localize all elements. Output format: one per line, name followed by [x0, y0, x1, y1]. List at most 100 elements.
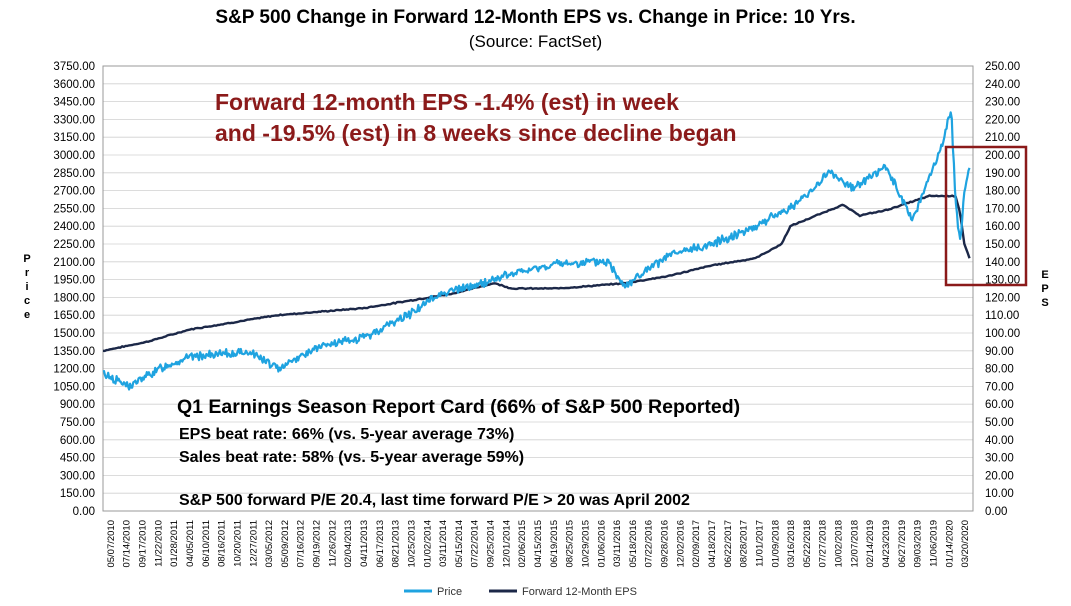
y2-tick-label: 120.00 — [985, 292, 1020, 304]
x-tick-label: 02/06/2015 — [517, 520, 528, 568]
sales-beat-rate: Sales beat rate: 58% (vs. 5-year average… — [179, 449, 524, 466]
x-tick-label: 09/19/2012 — [312, 520, 323, 568]
x-axis: 05/07/2010 07/14/2010 09/17/2010 11/22/2010… — [106, 520, 971, 568]
y2-tick-label: 100.00 — [985, 328, 1020, 340]
axis-label-char: P — [23, 253, 30, 265]
x-tick-label: 04/23/2019 — [881, 520, 892, 568]
y2-tick-label: 40.00 — [985, 435, 1014, 447]
x-tick-label: 01/28/2011 — [169, 520, 180, 567]
axis-label-char: r — [25, 267, 30, 279]
axis-label-char: c — [24, 295, 30, 307]
y-tick-label: 750.00 — [60, 417, 95, 429]
x-tick-label: 06/22/2017 — [723, 520, 734, 568]
x-tick-label: 07/14/2010 — [122, 520, 133, 568]
y-tick-label: 450.00 — [60, 453, 95, 465]
x-tick-label: 01/09/2018 — [770, 520, 781, 568]
y2-tick-label: 190.00 — [985, 168, 1020, 180]
y-tick-label: 2250.00 — [53, 239, 95, 251]
x-tick-label: 08/25/2015 — [565, 520, 576, 568]
y2-axis-label: EPS — [1041, 269, 1048, 309]
y2-tick-label: 140.00 — [985, 257, 1020, 269]
y2-tick-label: 30.00 — [985, 453, 1014, 465]
x-tick-label: 12/01/2014 — [501, 520, 512, 568]
x-tick-label: 04/11/2013 — [359, 520, 370, 567]
x-tick-label: 05/07/2010 — [106, 520, 117, 568]
x-tick-label: 04/05/2011 — [185, 520, 196, 567]
y2-tick-label: 220.00 — [985, 114, 1020, 126]
axis-label-char: S — [1041, 297, 1048, 309]
legend-price-label: Price — [437, 586, 462, 598]
x-tick-label: 07/27/2018 — [818, 520, 829, 568]
axis-label-char: P — [1041, 283, 1048, 295]
y-tick-label: 3300.00 — [53, 114, 95, 126]
forward-pe-note: S&P 500 forward P/E 20.4, last time forw… — [179, 492, 690, 509]
y-tick-label: 3750.00 — [53, 61, 95, 73]
y2-tick-label: 60.00 — [985, 399, 1014, 411]
plot-border — [102, 65, 974, 512]
x-tick-label: 05/18/2016 — [628, 520, 639, 568]
x-tick-label: 01/06/2016 — [596, 520, 607, 568]
x-tick-label: 05/09/2012 — [280, 520, 291, 568]
chart-subtitle: (Source: FactSet) — [468, 32, 603, 51]
x-tick-label: 07/22/2014 — [470, 520, 481, 568]
y-tick-label: 1200.00 — [53, 364, 95, 376]
y2-tick-label: 150.00 — [985, 239, 1020, 251]
x-tick-label: 09/28/2016 — [660, 520, 671, 568]
y-tick-label: 2100.00 — [53, 257, 95, 269]
y-axis-label: Price — [23, 253, 30, 321]
x-tick-label: 10/29/2015 — [580, 520, 591, 568]
y-tick-label: 1650.00 — [53, 310, 95, 322]
axis-label-char: e — [24, 309, 30, 321]
y-tick-label: 1950.00 — [53, 275, 95, 287]
y-tick-label: 900.00 — [60, 399, 95, 411]
x-tick-label: 11/22/2010 — [153, 520, 164, 567]
y2-tick-label: 240.00 — [985, 79, 1020, 91]
y2-tick-label: 20.00 — [985, 470, 1014, 482]
axis-label-char: i — [25, 281, 28, 293]
y2-tick-label: 110.00 — [985, 310, 1019, 322]
y-tick-label: 150.00 — [60, 488, 95, 500]
x-tick-label: 06/10/2011 — [201, 520, 212, 567]
y-tick-label: 1350.00 — [53, 346, 95, 358]
y2-tick-label: 70.00 — [985, 381, 1014, 393]
legend-eps-label: Forward 12-Month EPS — [522, 586, 637, 598]
y2-tick-label: 80.00 — [985, 364, 1014, 376]
x-tick-label: 09/03/2019 — [913, 520, 924, 568]
x-tick-label: 11/06/2019 — [928, 520, 939, 567]
x-tick-label: 06/19/2015 — [549, 520, 560, 568]
y2-tick-label: 170.00 — [985, 203, 1020, 215]
y-axis-right: 0.00 10.00 20.00 30.00 40.00 50.00 60.00 70.00 8… — [985, 61, 1020, 518]
x-tick-label: 04/18/2017 — [707, 520, 718, 568]
y2-tick-label: 210.00 — [985, 132, 1020, 144]
highlight-box — [944, 145, 1028, 287]
annotation-line-1: Forward 12-month EPS -1.4% (est) in week — [215, 89, 679, 115]
x-tick-label: 11/26/2012 — [327, 520, 338, 567]
x-tick-label: 06/27/2019 — [897, 520, 908, 568]
y-tick-label: 3150.00 — [53, 132, 95, 144]
x-tick-label: 03/05/2012 — [264, 520, 275, 568]
x-tick-label: 06/17/2013 — [375, 520, 386, 568]
x-tick-label: 01/02/2014 — [422, 520, 433, 568]
x-tick-label: 09/25/2014 — [486, 520, 497, 568]
y2-tick-label: 200.00 — [985, 150, 1020, 162]
x-tick-label: 05/15/2014 — [454, 520, 465, 568]
y-tick-label: 300.00 — [60, 470, 95, 482]
eps-beat-rate: EPS beat rate: 66% (vs. 5-year average 7… — [179, 426, 514, 443]
x-tick-label: 10/20/2011 — [232, 520, 243, 567]
chart-title: S&P 500 Change in Forward 12-Month EPS v… — [215, 7, 856, 28]
y-tick-label: 3450.00 — [53, 97, 95, 109]
y-tick-label: 3600.00 — [53, 79, 95, 91]
x-tick-label: 02/14/2019 — [865, 520, 876, 568]
x-tick-label: 03/20/2020 — [960, 520, 971, 568]
x-tick-label: 07/22/2016 — [644, 520, 655, 568]
x-tick-label: 02/09/2017 — [691, 520, 702, 568]
x-tick-label: 01/14/2020 — [944, 520, 955, 568]
y-tick-label: 2700.00 — [53, 186, 95, 198]
series-group — [102, 111, 971, 391]
x-tick-label: 04/15/2015 — [533, 520, 544, 568]
y-tick-label: 3000.00 — [53, 150, 95, 162]
y2-tick-label: 250.00 — [985, 61, 1020, 73]
axis-label-char: E — [1041, 269, 1048, 281]
x-tick-label: 12/07/2018 — [849, 520, 860, 568]
